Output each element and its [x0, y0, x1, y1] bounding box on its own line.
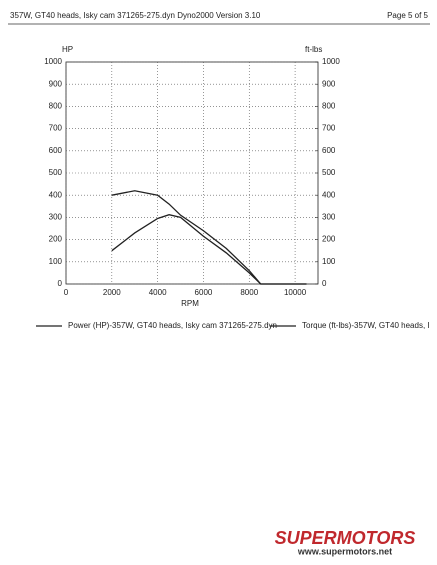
x-tick-label: 4000 [149, 288, 167, 297]
x-tick-label: 2000 [103, 288, 121, 297]
y-tick-label: 900 [49, 79, 63, 88]
y2-tick-label: 600 [322, 146, 336, 155]
y2-tick-label: 0 [322, 279, 327, 288]
y2-tick-label: 1000 [322, 57, 340, 66]
y-tick-label: 500 [49, 168, 63, 177]
legend-label: Torque (ft-lbs)-357W, GT40 heads, I [302, 321, 430, 330]
y-tick-label: 300 [49, 213, 63, 222]
header-left: 357W, GT40 heads, Isky cam 371265-275.dy… [10, 11, 261, 20]
y-tick-label: 100 [49, 257, 63, 266]
y-tick-label: 1000 [44, 57, 62, 66]
y2-tick-label: 900 [322, 79, 336, 88]
x-tick-label: 10000 [284, 288, 307, 297]
y2-tick-label: 500 [322, 168, 336, 177]
y2-tick-label: 200 [322, 235, 336, 244]
y-tick-label: 200 [49, 235, 63, 244]
y2-tick-label: 800 [322, 102, 336, 111]
y-axis-label: HP [62, 45, 73, 54]
watermark-url: www.supermotors.net [297, 546, 392, 556]
y-tick-label: 600 [49, 146, 63, 155]
x-tick-label: 0 [64, 288, 69, 297]
watermark-brand: SUPERMOTORS [275, 528, 416, 548]
y2-tick-label: 400 [322, 190, 336, 199]
y-tick-label: 700 [49, 124, 63, 133]
x-tick-label: 6000 [195, 288, 213, 297]
y2-tick-label: 100 [322, 257, 336, 266]
series-line [111, 190, 307, 285]
y-tick-label: 800 [49, 102, 63, 111]
x-tick-label: 8000 [240, 288, 258, 297]
series-line [111, 214, 307, 285]
legend-label: Power (HP)-357W, GT40 heads, Isky cam 37… [68, 321, 277, 330]
y-tick-label: 400 [49, 190, 63, 199]
y2-tick-label: 300 [322, 213, 336, 222]
y2-axis-label: ft-lbs [305, 45, 322, 54]
x-axis-label: RPM [181, 299, 199, 308]
header-right: Page 5 of 5 [387, 11, 428, 20]
y-tick-label: 0 [58, 279, 63, 288]
y2-tick-label: 700 [322, 124, 336, 133]
